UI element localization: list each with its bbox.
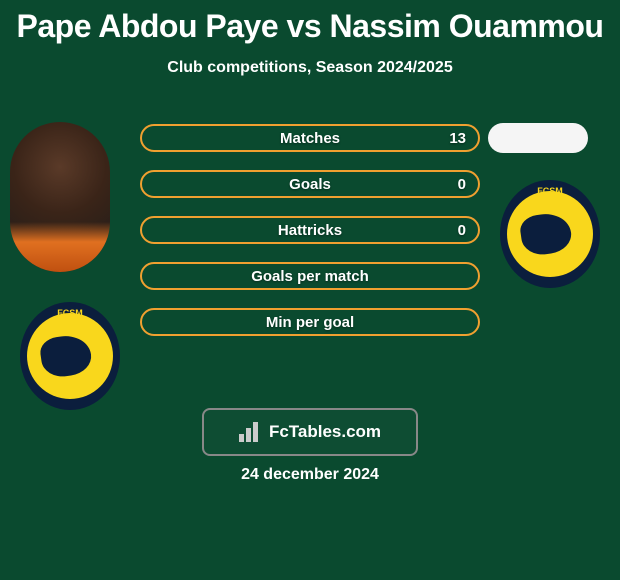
club-badge-right-inner	[507, 191, 593, 277]
club-badge-left: FCSM	[20, 302, 120, 410]
club-badge-right: FCSM	[500, 180, 600, 288]
page-title: Pape Abdou Paye vs Nassim Ouammou	[0, 0, 620, 45]
watermark-text: FcTables.com	[269, 422, 381, 442]
stat-bars: Matches 13 Goals 0 Hattricks 0 Goals per…	[140, 124, 480, 354]
stat-label: Goals	[289, 176, 331, 193]
stat-bar-goals: Goals 0	[140, 170, 480, 198]
page-subtitle: Club competitions, Season 2024/2025	[0, 59, 620, 77]
player-left-avatar	[10, 122, 110, 272]
stat-value-right: 0	[458, 222, 466, 239]
watermark: FcTables.com	[202, 408, 418, 456]
stat-value-right: 13	[449, 130, 466, 147]
stat-bar-min-per-goal: Min per goal	[140, 308, 480, 336]
stat-label: Matches	[280, 130, 340, 147]
stat-bar-matches: Matches 13	[140, 124, 480, 152]
player-right-avatar	[488, 123, 588, 153]
bar-chart-icon	[239, 422, 263, 442]
stat-label: Goals per match	[251, 268, 369, 285]
stat-label: Min per goal	[266, 314, 354, 331]
stat-value-right: 0	[458, 176, 466, 193]
club-badge-left-inner	[27, 313, 113, 399]
stat-label: Hattricks	[278, 222, 342, 239]
player-left-jersey	[10, 222, 110, 272]
date-label: 24 december 2024	[0, 466, 620, 484]
stat-bar-hattricks: Hattricks 0	[140, 216, 480, 244]
stat-bar-goals-per-match: Goals per match	[140, 262, 480, 290]
